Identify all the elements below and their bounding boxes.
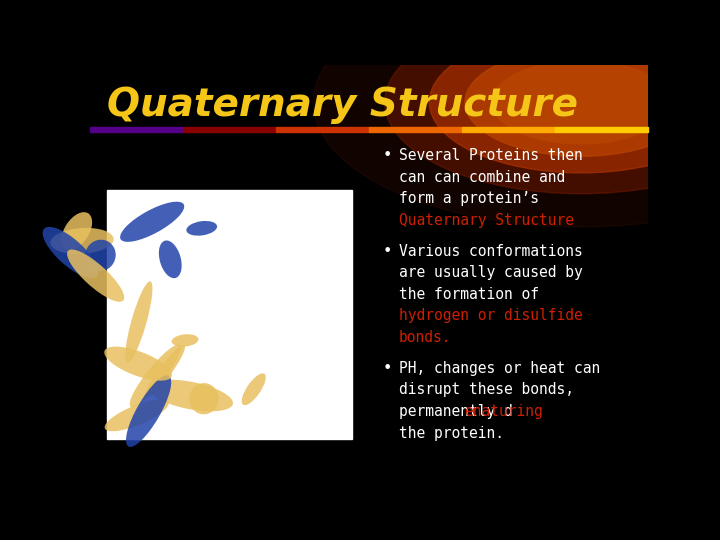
Ellipse shape <box>171 334 199 347</box>
Text: can can combine and: can can combine and <box>399 170 564 185</box>
Ellipse shape <box>384 11 720 194</box>
Bar <box>369 127 462 132</box>
Text: •: • <box>383 148 392 163</box>
Text: quaternary structure
(aggregation of two or more peptides): quaternary structure (aggregation of two… <box>73 455 287 476</box>
Ellipse shape <box>85 240 116 271</box>
Text: PH, changes or heat can: PH, changes or heat can <box>399 361 600 376</box>
Ellipse shape <box>313 0 720 227</box>
Text: Several Proteins then: Several Proteins then <box>399 148 582 163</box>
Bar <box>107 190 352 439</box>
Ellipse shape <box>61 212 92 250</box>
Text: Quaternary Structure: Quaternary Structure <box>107 85 577 124</box>
Ellipse shape <box>42 227 98 278</box>
Ellipse shape <box>148 380 233 411</box>
Ellipse shape <box>186 221 217 235</box>
Bar <box>183 127 276 132</box>
Bar <box>462 127 555 132</box>
Ellipse shape <box>125 281 153 363</box>
Text: form a protein’s: form a protein’s <box>399 191 539 206</box>
Ellipse shape <box>126 375 171 447</box>
Ellipse shape <box>492 60 670 144</box>
Ellipse shape <box>104 347 172 381</box>
Ellipse shape <box>189 383 219 414</box>
Ellipse shape <box>67 249 125 302</box>
Text: enaturing: enaturing <box>464 404 543 419</box>
Ellipse shape <box>429 31 720 173</box>
Bar <box>276 127 369 132</box>
Ellipse shape <box>465 48 697 156</box>
Ellipse shape <box>145 345 185 397</box>
Text: disrupt these bonds,: disrupt these bonds, <box>399 382 574 397</box>
Text: permanently d: permanently d <box>399 404 513 419</box>
Ellipse shape <box>120 201 184 242</box>
Bar <box>555 127 648 132</box>
Text: the formation of: the formation of <box>399 287 539 302</box>
Text: Various conformations: Various conformations <box>399 244 582 259</box>
Text: •: • <box>383 361 392 376</box>
Ellipse shape <box>159 240 181 278</box>
Ellipse shape <box>50 228 114 254</box>
Text: •: • <box>383 244 392 259</box>
Bar <box>90 127 183 132</box>
Ellipse shape <box>104 399 168 431</box>
Text: are usually caused by: are usually caused by <box>399 265 582 280</box>
Text: bonds.: bonds. <box>399 330 451 345</box>
Text: hydrogen or disulfide: hydrogen or disulfide <box>399 308 582 323</box>
Ellipse shape <box>242 373 266 405</box>
Text: the protein.: the protein. <box>399 426 503 441</box>
Text: Quaternary Structure: Quaternary Structure <box>399 213 574 228</box>
Ellipse shape <box>130 345 181 407</box>
